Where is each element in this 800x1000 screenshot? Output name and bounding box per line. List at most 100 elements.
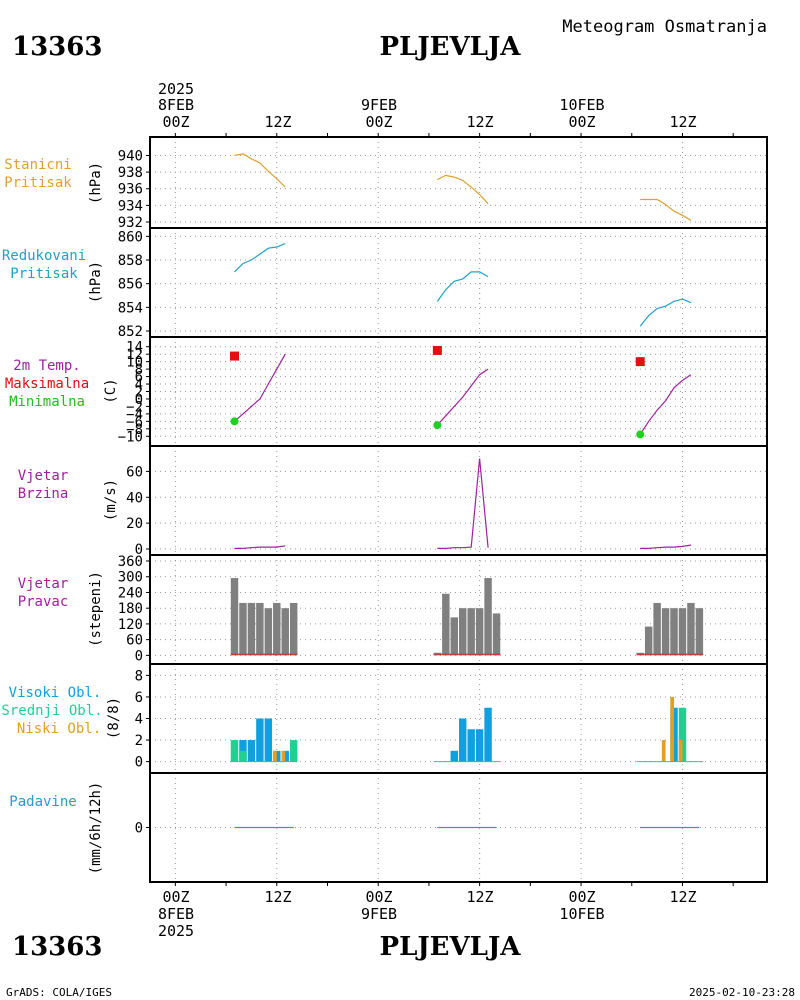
cloud-high-bar: [467, 729, 475, 762]
station-pressure-unit: (hPa): [88, 162, 104, 204]
temperature-ytick-label: −6: [126, 414, 143, 430]
station_pressure-ytick-label: 938: [118, 165, 143, 181]
clouds-ytick-label: 2: [135, 733, 143, 749]
wind-speed-label-2: Brzina: [18, 486, 69, 502]
wind_dir-ytick-label: 0: [135, 648, 143, 664]
wind-dir-bar: [281, 608, 289, 656]
temperature-ytick-label: 14: [126, 340, 143, 356]
temperature-ytick-label: 12: [126, 347, 143, 363]
clouds-ytick-label: 6: [135, 690, 143, 706]
precip-label: Padavine: [9, 794, 76, 810]
station-pressure-label-1: Stanicni: [4, 157, 71, 173]
year-label-top: 2025: [158, 80, 194, 98]
wind_dir-ytick-label: 300: [118, 570, 143, 586]
credit-label: GrADS: COLA/IGES: [6, 986, 112, 999]
wind-dir-bar: [264, 608, 273, 656]
cloud-high-label: Visoki Obl.: [9, 685, 102, 701]
hour-label-top-3: 00Z: [568, 113, 595, 131]
temperature-label-1: 2m Temp.: [13, 358, 80, 374]
temperature-ytick-label: 10: [126, 355, 143, 371]
temperature-ytick-label: −10: [118, 429, 143, 445]
day-label-bottom-3: 10FEB: [559, 905, 604, 923]
temperature-label-3: Minimalna: [9, 394, 85, 410]
reduced_pressure-ytick-label: 858: [118, 253, 143, 269]
reduced_pressure-ytick-label: 856: [118, 277, 143, 293]
cloud-unit: (8/8): [106, 697, 122, 739]
station_pressure-line: [640, 198, 692, 221]
wind-dir-bar: [256, 602, 264, 656]
cloud-high-bar: [256, 718, 264, 762]
temperature-ytick-label: −8: [126, 422, 143, 438]
wind_speed-line: [437, 458, 489, 550]
tmax-marker: [230, 351, 240, 361]
cloud-mid-label: Srednji Obl.: [1, 703, 102, 719]
wind_dir-ytick-label: 240: [118, 585, 143, 601]
cloud-high-bar: [459, 718, 467, 762]
reduced_pressure-line: [639, 298, 692, 327]
wind-dir-bar: [289, 602, 298, 656]
wind_speed-ytick-label: 0: [135, 542, 143, 558]
temperature-ytick-label: 4: [135, 377, 143, 393]
wind-dir-bar: [644, 626, 653, 656]
wind-speed-unit: (m/s): [103, 479, 119, 521]
station-pressure-label-2: Pritisak: [4, 175, 72, 191]
cloud-mid-bar: [239, 750, 247, 762]
wind-dir-bar: [695, 608, 704, 656]
temperature-ytick-label: −4: [126, 407, 143, 423]
station-name-top: PLJEVLJA: [380, 32, 522, 62]
wind-dir-bar: [484, 578, 492, 656]
wind-dir-bar: [475, 608, 484, 656]
station-id-top: 13363: [12, 32, 102, 62]
temperature-ytick-label: 2: [135, 385, 143, 401]
reduced_pressure-ytick-label: 860: [118, 229, 143, 245]
tmin-marker: [636, 430, 645, 439]
hour-label-top-2: 00Z: [365, 113, 392, 131]
station-name-bottom: PLJEVLJA: [380, 932, 522, 962]
station_pressure-ytick-label: 936: [118, 182, 143, 198]
precip-ytick-label: 0: [135, 821, 143, 837]
cloud-high-bar: [247, 740, 256, 762]
wind-dir-bar: [661, 608, 670, 656]
wind-dir-bar: [230, 578, 239, 656]
station_pressure-ytick-label: 934: [118, 198, 143, 214]
hour-label-bottom-2: 00Z: [365, 888, 392, 906]
wind_dir-ytick-label: 360: [118, 554, 143, 570]
wind-dir-bar: [687, 602, 695, 656]
cloud-low-bar: [281, 750, 286, 762]
wind-dir-bar: [459, 608, 467, 656]
station_pressure-line: [437, 174, 489, 205]
cloud-mid-bar: [289, 740, 298, 762]
day-label-bottom-1: 8FEB: [158, 905, 194, 923]
tmin-marker: [230, 417, 239, 426]
wind-dir-bar: [492, 613, 501, 656]
cloud-low-bar: [670, 696, 675, 762]
reduced_pressure-line: [436, 271, 489, 302]
temperature-ytick-label: 8: [135, 362, 143, 378]
wind_dir-ytick-label: 180: [118, 601, 143, 617]
meteogram-title: Meteogram Osmatranja: [562, 17, 767, 37]
station_pressure-line: [234, 153, 286, 188]
clouds-ytick-label: 0: [135, 755, 143, 771]
cloud-low-bar: [661, 740, 666, 762]
precip-unit: (mm/6h/12h): [88, 782, 104, 875]
plot-layer: 932934936938940852854856858860−10−8−6−4−…: [118, 133, 768, 886]
midday-label-top-2: 12Z: [466, 113, 493, 131]
hour-label-bottom-3: 00Z: [568, 888, 595, 906]
wind_speed-ytick-label: 20: [126, 516, 143, 532]
tmax-marker: [432, 345, 442, 355]
tmin-marker: [433, 421, 442, 430]
temperature-ytick-label: 0: [135, 392, 143, 408]
cloud-high-bar: [484, 707, 492, 762]
midday-label-top-3: 12Z: [669, 113, 696, 131]
day-label-top-1: 8FEB: [158, 96, 194, 114]
temperature-label-2: Maksimalna: [5, 376, 89, 392]
temperature-line: [234, 353, 286, 422]
wind-dir-bar: [450, 617, 458, 656]
year-label-bottom: 2025: [158, 922, 194, 940]
cloud-high-bar: [450, 750, 458, 762]
wind-dir-bar: [678, 608, 687, 656]
clouds-ytick-label: 4: [135, 712, 143, 728]
cloud-high-bar: [475, 729, 484, 762]
cloud-low-label: Niski Obl.: [17, 721, 101, 737]
